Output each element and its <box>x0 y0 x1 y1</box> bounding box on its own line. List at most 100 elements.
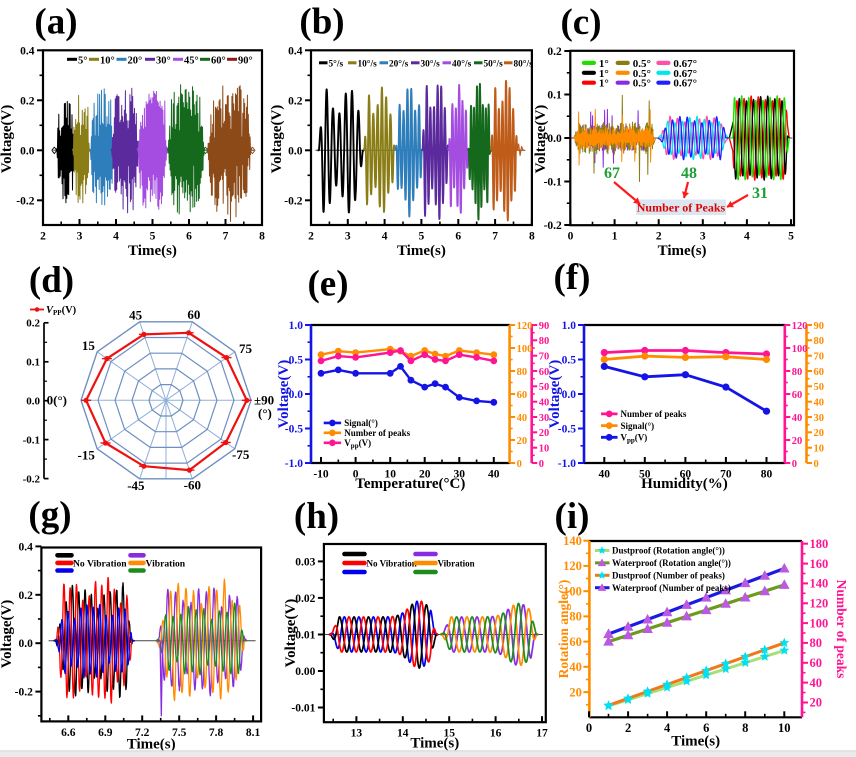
svg-text:0(°): 0(°) <box>47 392 67 407</box>
svg-text:Voltage(V): Voltage(V) <box>0 600 15 669</box>
svg-text:(g): (g) <box>28 495 71 536</box>
svg-text:1: 1 <box>612 231 618 243</box>
svg-text:Waterproof (Number of peaks): Waterproof (Number of peaks) <box>612 583 731 593</box>
svg-text:0.0: 0.0 <box>19 638 34 650</box>
svg-text:80°/s: 80°/s <box>514 59 534 70</box>
svg-text:60: 60 <box>539 367 550 378</box>
svg-text:0.4: 0.4 <box>288 45 303 57</box>
svg-text:8: 8 <box>742 721 748 735</box>
svg-text:0.4: 0.4 <box>20 45 35 57</box>
svg-text:-1.0: -1.0 <box>285 458 303 470</box>
svg-text:-0.2: -0.2 <box>15 687 33 699</box>
svg-text:60: 60 <box>517 390 528 401</box>
svg-text:120: 120 <box>517 321 533 332</box>
svg-text:0.5: 0.5 <box>289 355 304 367</box>
svg-text:-0.01: -0.01 <box>291 703 315 715</box>
svg-text:0.2: 0.2 <box>26 318 40 330</box>
svg-text:90°: 90° <box>238 55 253 66</box>
svg-text:(i): (i) <box>555 496 590 537</box>
svg-text:(b): (b) <box>299 2 344 43</box>
svg-text:45: 45 <box>129 308 143 323</box>
svg-text:7: 7 <box>492 231 498 243</box>
svg-text:30°: 30° <box>156 55 171 66</box>
svg-text:(f): (f) <box>554 257 591 298</box>
svg-text:Voltage(V): Voltage(V) <box>533 105 549 174</box>
svg-text:3: 3 <box>700 231 706 243</box>
svg-text:Time(s): Time(s) <box>410 736 459 752</box>
svg-text:10: 10 <box>814 444 825 455</box>
svg-text:(°): (°) <box>258 406 272 421</box>
svg-text:-0.2: -0.2 <box>544 220 562 232</box>
svg-text:Voltage(V): Voltage(V) <box>0 105 15 174</box>
svg-text:Dustproof (Rotation angle(°)): Dustproof (Rotation angle(°)) <box>612 546 725 556</box>
svg-text:Signal(°): Signal(°) <box>621 421 655 431</box>
svg-text:140: 140 <box>810 577 829 591</box>
svg-text:1.0: 1.0 <box>562 320 577 332</box>
svg-text:1°: 1° <box>599 58 609 70</box>
svg-text:0.0: 0.0 <box>20 145 35 157</box>
svg-text:180: 180 <box>810 537 829 551</box>
svg-text:7.2: 7.2 <box>135 727 150 739</box>
svg-text:Vpp(V): Vpp(V) <box>621 433 648 445</box>
svg-text:30: 30 <box>814 413 825 424</box>
svg-text:-0.5: -0.5 <box>558 424 576 436</box>
svg-text:Time(s): Time(s) <box>127 736 176 752</box>
svg-text:Time(s): Time(s) <box>397 243 446 259</box>
svg-text:20: 20 <box>810 696 823 710</box>
svg-text:160: 160 <box>810 557 829 571</box>
svg-text:(a): (a) <box>34 2 77 43</box>
svg-text:40: 40 <box>488 469 500 481</box>
svg-text:-0.5: -0.5 <box>285 424 303 436</box>
svg-text:Voltage(V): Voltage(V) <box>276 360 292 429</box>
svg-text:-0.2: -0.2 <box>23 474 41 486</box>
svg-text:-10: -10 <box>313 469 329 481</box>
svg-text:0.1: 0.1 <box>547 90 562 102</box>
svg-text:Voltage(V): Voltage(V) <box>269 105 285 174</box>
svg-text:20: 20 <box>517 436 528 447</box>
svg-text:0.67°: 0.67° <box>673 68 697 80</box>
svg-text:-60: -60 <box>184 478 201 493</box>
svg-text:13: 13 <box>351 728 363 740</box>
svg-text:3: 3 <box>77 231 83 243</box>
svg-text:90: 90 <box>539 321 550 332</box>
svg-text:17: 17 <box>536 728 548 740</box>
svg-text:(e): (e) <box>307 264 348 305</box>
svg-text:10: 10 <box>539 444 550 455</box>
svg-text:2: 2 <box>40 231 46 243</box>
svg-text:(c): (c) <box>560 2 601 43</box>
svg-text:120: 120 <box>810 597 829 611</box>
svg-text:20: 20 <box>419 469 431 481</box>
svg-text:0.67°: 0.67° <box>673 78 697 90</box>
svg-text:0: 0 <box>814 459 819 470</box>
svg-text:-75: -75 <box>232 447 250 462</box>
svg-text:Dustproof (Number of peaks): Dustproof (Number of peaks) <box>612 571 725 581</box>
svg-text:90: 90 <box>814 321 825 332</box>
svg-text:5: 5 <box>788 231 794 243</box>
svg-text:100: 100 <box>563 584 582 598</box>
svg-text:120: 120 <box>563 559 582 573</box>
svg-text:2: 2 <box>625 721 631 735</box>
svg-text:Time(s): Time(s) <box>658 243 707 259</box>
svg-text:Humidity(%): Humidity(%) <box>641 476 728 492</box>
svg-text:80: 80 <box>517 367 528 378</box>
svg-text:Vibration: Vibration <box>146 559 186 570</box>
svg-text:VPP(V): VPP(V) <box>46 305 77 317</box>
svg-text:0.2: 0.2 <box>19 590 34 602</box>
svg-text:0.2: 0.2 <box>547 46 562 58</box>
svg-text:5°/s: 5°/s <box>329 59 344 70</box>
svg-text:0.5°: 0.5° <box>633 68 651 80</box>
svg-text:8: 8 <box>259 231 265 243</box>
svg-text:30: 30 <box>454 469 466 481</box>
svg-text:2: 2 <box>656 231 662 243</box>
svg-text:5: 5 <box>419 231 425 243</box>
svg-text:Number of peaks: Number of peaks <box>344 428 410 438</box>
svg-text:Number of peaks: Number of peaks <box>621 409 687 419</box>
svg-text:1°: 1° <box>599 78 609 90</box>
svg-text:8.1: 8.1 <box>246 727 261 739</box>
svg-text:60°: 60° <box>211 55 226 66</box>
svg-text:15: 15 <box>443 728 455 740</box>
svg-text:(d): (d) <box>29 260 74 301</box>
svg-text:Vpp(V): Vpp(V) <box>344 438 371 450</box>
svg-text:100: 100 <box>792 344 808 355</box>
svg-text:80: 80 <box>814 336 825 347</box>
